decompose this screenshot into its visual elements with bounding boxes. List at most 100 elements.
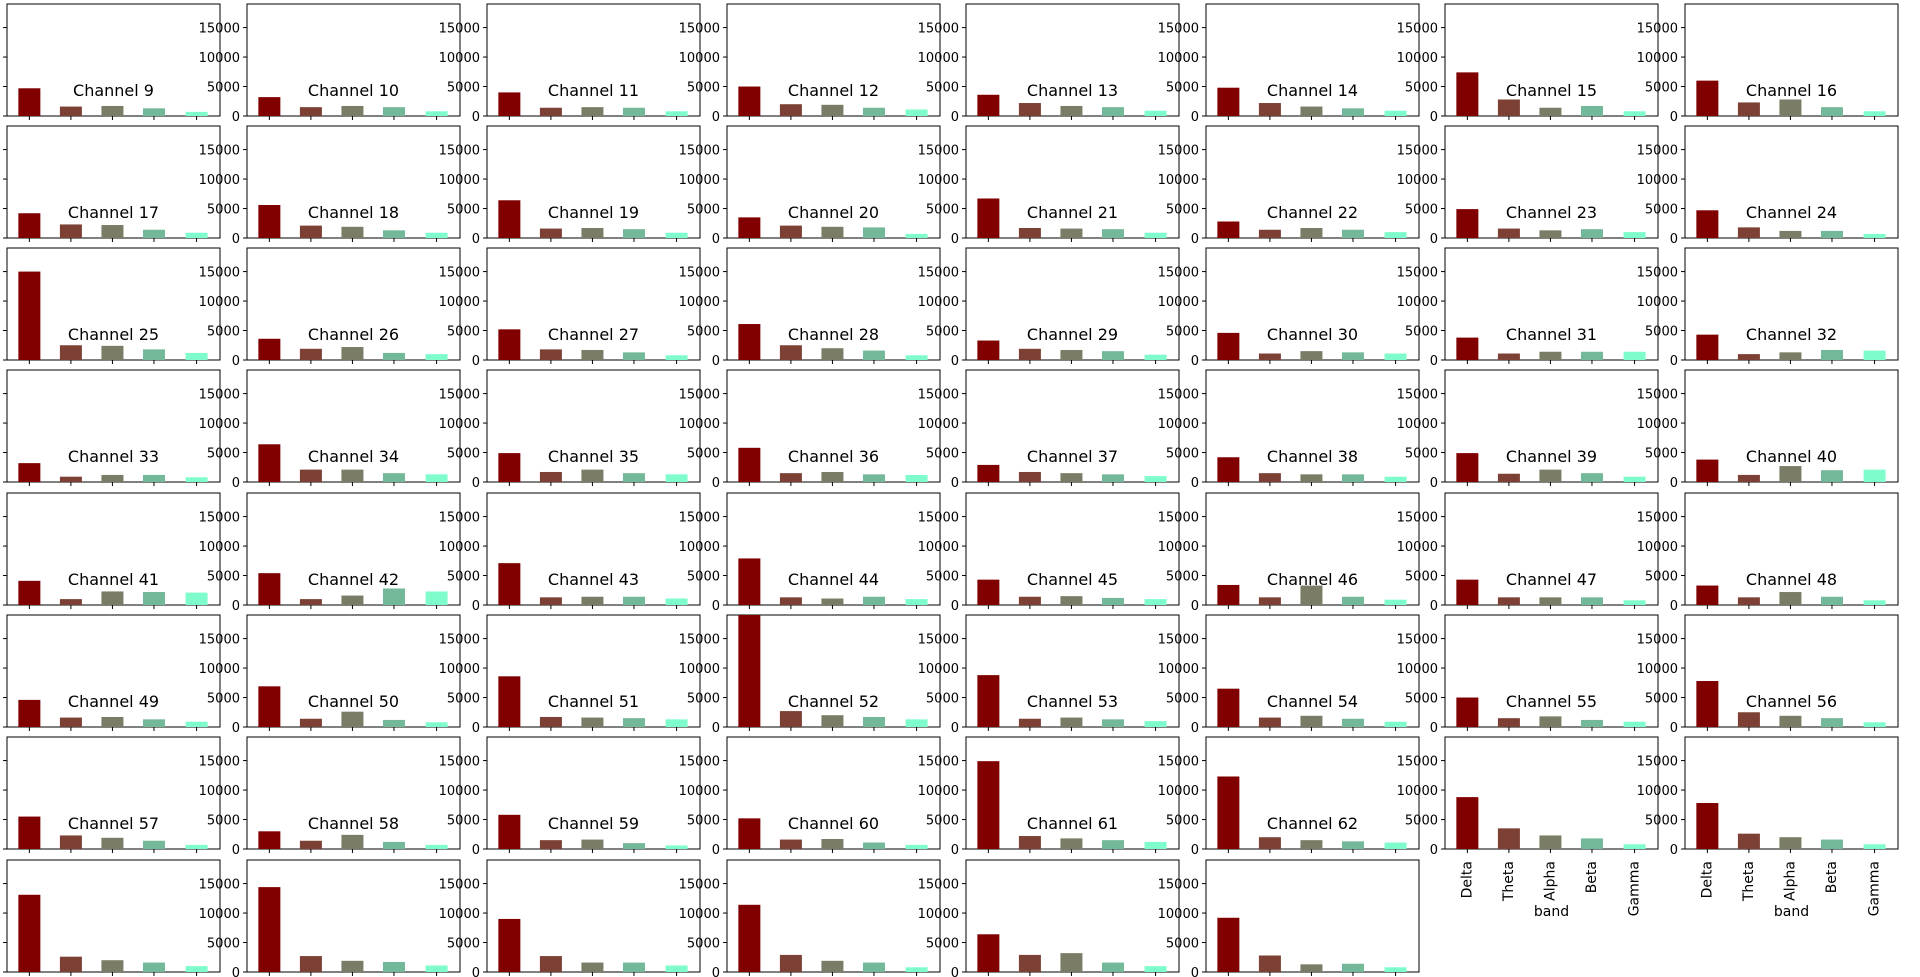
panel-title: Channel 49 (68, 692, 159, 711)
channel-panel: 0 5000 10000 15000 Channel 38 (1158, 369, 1420, 491)
panel-frame (486, 3, 701, 117)
bar-group (498, 676, 688, 727)
bar-group (498, 453, 688, 482)
bar-beta (1341, 474, 1364, 482)
y-tick-label: 5000 (207, 447, 240, 462)
y-tick-label: 10000 (679, 417, 720, 432)
bar-gamma (425, 354, 448, 360)
panel-frame (1205, 614, 1420, 728)
y-tick-label: 10000 (439, 173, 480, 188)
panel-frame (246, 247, 461, 361)
panel-title: Channel 36 (788, 447, 879, 466)
panel-title: Channel 17 (68, 203, 159, 222)
y-tick-label: 10000 (1158, 173, 1199, 188)
bar-theta (779, 711, 802, 727)
bar-beta (622, 962, 645, 972)
y-tick-label: 0 (1191, 354, 1199, 369)
y-tick-label: 0 (1191, 476, 1199, 491)
bar-gamma (1384, 353, 1407, 360)
y-tick-label: 15000 (1637, 755, 1678, 770)
y-tick-label: 5000 (687, 570, 720, 585)
y-tick-label: 5000 (447, 937, 480, 952)
panel-frame (726, 369, 941, 483)
bar-beta (142, 592, 165, 605)
panel-title: Channel 25 (68, 325, 159, 344)
bar-delta (498, 676, 521, 727)
y-tick-label: 10000 (1397, 173, 1438, 188)
y-tick-label: 0 (232, 599, 240, 614)
bar-delta (498, 453, 521, 482)
y-tick-label: 0 (1191, 966, 1199, 977)
x-tick-label: Theta (1741, 861, 1757, 902)
y-tick-label: 5000 (687, 81, 720, 96)
y-tick-label: 5000 (926, 447, 959, 462)
panel-frame (246, 125, 461, 239)
y-tick-label: 15000 (1397, 266, 1438, 281)
bar-delta (258, 887, 281, 972)
bar-delta (1217, 584, 1240, 605)
channel-panel: 0 5000 10000 15000 Channel 55 (1397, 614, 1659, 736)
panel-frame (1444, 3, 1659, 117)
panel-frame (1444, 369, 1659, 483)
panel-title: Channel 29 (1027, 325, 1118, 344)
bar-beta (1101, 840, 1124, 849)
bar-delta (18, 463, 41, 482)
y-tick-label: 10000 (679, 662, 720, 677)
panel-frame (965, 125, 1180, 239)
bar-alpha (1539, 716, 1562, 727)
bar-delta (738, 904, 761, 972)
bar-delta (1696, 210, 1719, 238)
panel-frame (6, 247, 221, 361)
panel-title: Channel 35 (548, 447, 639, 466)
bar-alpha (1060, 349, 1083, 360)
panel-frame (726, 125, 941, 239)
y-tick-label: 10000 (1158, 662, 1199, 677)
channel-panel: 0 5000 10000 15000 Delta Theta Alpha Beta Gamma b… (1637, 736, 1899, 920)
bar-delta (738, 818, 761, 849)
bar-alpha (821, 471, 844, 482)
y-tick-label: 0 (1191, 110, 1199, 125)
y-tick-label: 10000 (199, 295, 240, 310)
bar-theta (59, 717, 82, 727)
bar-gamma (1144, 721, 1167, 727)
bar-theta (1497, 473, 1520, 482)
panel-title: Channel 47 (1506, 570, 1597, 589)
y-tick-label: 10000 (439, 295, 480, 310)
bar-alpha (581, 227, 604, 238)
y-tick-label: 0 (712, 354, 720, 369)
panel-frame (1684, 736, 1899, 850)
panel-frame (246, 369, 461, 483)
bar-delta (18, 88, 41, 116)
bar-beta (622, 107, 645, 116)
bar-theta (1258, 597, 1281, 605)
x-tick-label: Gamma (1627, 861, 1643, 916)
bar-delta (738, 615, 761, 727)
y-tick-label: 15000 (439, 633, 480, 648)
y-tick-label: 0 (1430, 721, 1438, 736)
bar-theta (539, 107, 562, 116)
panel-frame (965, 736, 1180, 850)
y-tick-label: 15000 (918, 878, 959, 893)
bar-beta (142, 349, 165, 360)
bar-alpha (1060, 838, 1083, 849)
panel-frame (246, 614, 461, 728)
bar-beta (142, 719, 165, 727)
panel-title: Channel 26 (308, 325, 399, 344)
bar-gamma (185, 592, 208, 605)
y-tick-label: 5000 (447, 325, 480, 340)
panel-frame (1444, 492, 1659, 606)
bar-theta (539, 471, 562, 482)
bar-group (498, 200, 688, 238)
bar-gamma (1863, 844, 1886, 849)
bar-group (1217, 221, 1407, 238)
bar-delta (1696, 80, 1719, 116)
channel-panel: 0 5000 10000 15000 Channel 27 (439, 247, 701, 369)
bar-beta (1101, 597, 1124, 605)
y-tick-label: 5000 (1166, 570, 1199, 585)
bar-alpha (1779, 466, 1802, 482)
y-tick-label: 5000 (207, 570, 240, 585)
bar-alpha (581, 469, 604, 482)
bar-theta (1258, 473, 1281, 482)
